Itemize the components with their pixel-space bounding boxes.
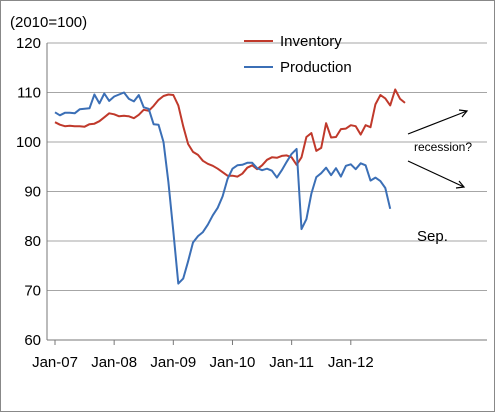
unit-label: (2010=100) [10,14,87,31]
series-line-production [54,91,392,285]
x-tick-label: Jan-10 [210,354,256,371]
axes [46,43,487,345]
y-tick-label: 90 [24,184,41,201]
y-tick-label: 100 [16,134,41,151]
series-lines [54,88,406,285]
series-line-inventory [54,88,406,178]
last-point-annotation: Sep. [417,228,448,245]
x-tick-label: Jan-12 [328,354,374,371]
x-tick-label: Jan-09 [150,354,196,371]
y-tick-label: 70 [24,283,41,300]
y-tick-label: 80 [24,233,41,250]
y-tick-label: 120 [16,35,41,52]
x-tick-labels: Jan-07 Jan-08 Jan-09 Jan-10 Jan-11 Jan-12 [32,354,374,371]
y-tick-label: 110 [17,85,41,102]
arrow-down [407,160,465,188]
arrow-up [407,110,468,135]
legend-label-inventory: Inventory [280,33,342,50]
y-tick-labels: 60 70 80 90 100 110 120 [16,35,41,349]
x-tick-label: Jan-11 [269,354,314,371]
legend: Inventory Production [244,33,352,76]
x-tick-label: Jan-08 [91,354,137,371]
gridlines [47,42,487,291]
annotations: recession? Sep. [407,109,472,245]
arrow-up-head [458,109,469,118]
x-tick-label: Jan-07 [32,354,78,371]
y-tick-label: 60 [24,332,41,349]
legend-label-production: Production [280,59,352,76]
arrow-down-head [455,180,466,189]
recession-annotation: recession? [414,140,472,154]
